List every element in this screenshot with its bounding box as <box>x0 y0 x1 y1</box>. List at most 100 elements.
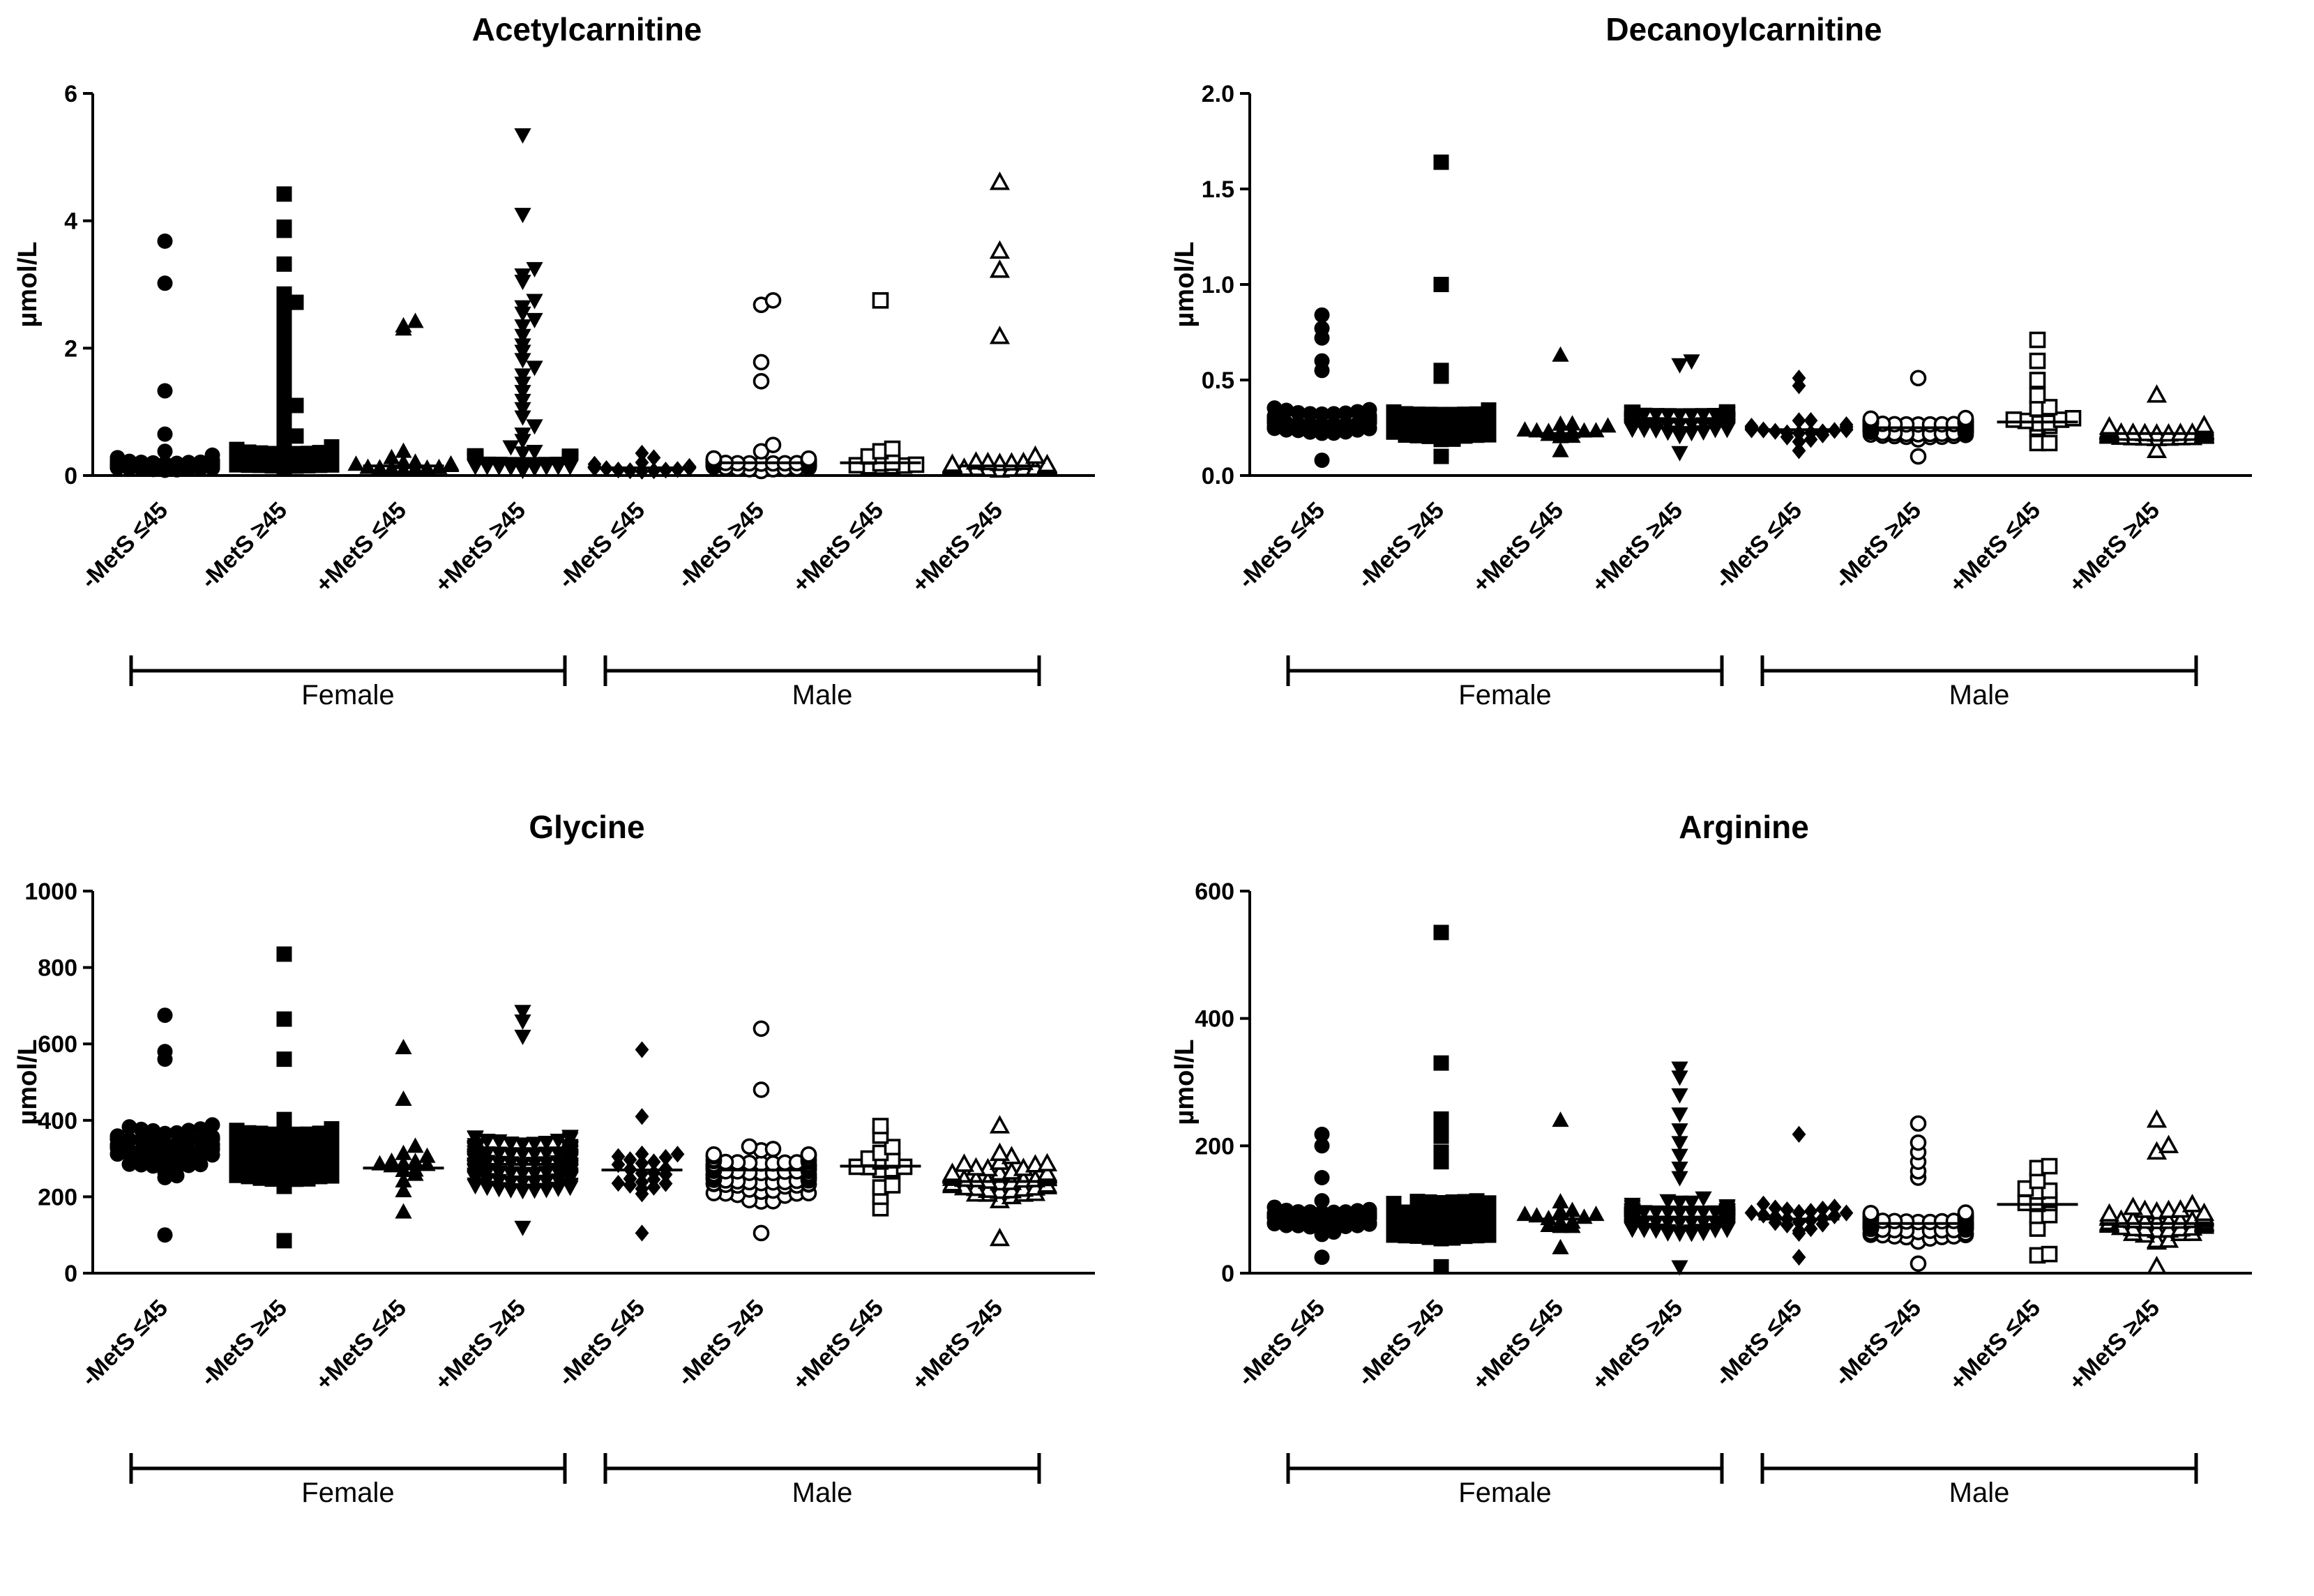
y-tick-label: 1.5 <box>1202 176 1234 203</box>
data-point <box>2041 1245 2058 1263</box>
data-point <box>989 1115 1011 1134</box>
data-point <box>658 1148 673 1166</box>
data-point <box>1314 1249 1330 1266</box>
y-tick-label: 1000 <box>24 879 77 905</box>
data-point <box>635 444 649 462</box>
data-point <box>1671 1070 1688 1086</box>
x-category-label: -MetS ≤45 <box>1710 1295 1807 1392</box>
data-point <box>1398 406 1414 422</box>
data-point <box>1768 423 1783 440</box>
data-point <box>1695 408 1712 424</box>
group-label: Female <box>301 1477 394 1508</box>
x-category-label: -MetS ≥45 <box>672 497 769 594</box>
data-point <box>514 268 531 284</box>
y-tick-label: 600 <box>38 1031 77 1058</box>
data-point <box>312 1125 328 1141</box>
x-category-label: +MetS ≤45 <box>1467 497 1568 598</box>
data-point <box>1433 1055 1449 1071</box>
x-category-label: -MetS ≥45 <box>195 497 292 594</box>
data-point <box>241 444 257 460</box>
data-point <box>1647 1205 1665 1221</box>
data-point <box>705 450 723 467</box>
data-point <box>2099 416 2120 435</box>
y-tick-label: 2.0 <box>1202 81 1234 107</box>
series-male-plus-mets-ge45 <box>942 172 1058 478</box>
data-point <box>1756 1195 1771 1213</box>
data-point <box>635 1173 649 1191</box>
x-category-label: -MetS ≤45 <box>1710 497 1807 594</box>
data-point <box>276 1011 292 1027</box>
data-point <box>467 1130 484 1146</box>
data-point <box>1671 1161 1688 1177</box>
data-point <box>1433 406 1449 423</box>
data-point <box>646 1153 661 1171</box>
y-tick-label: 0 <box>64 1261 77 1287</box>
data-point <box>635 1145 649 1163</box>
data-point <box>1278 1202 1294 1218</box>
data-point <box>1445 406 1461 423</box>
data-point <box>407 312 424 328</box>
group-label: Female <box>301 680 394 710</box>
x-category-label: -MetS ≤45 <box>76 1295 173 1392</box>
data-point <box>1671 1123 1688 1139</box>
chart-title: Acetylcarnitine <box>472 11 702 47</box>
data-point <box>1695 1205 1712 1221</box>
data-point <box>884 1139 901 1155</box>
data-point <box>395 1182 412 1198</box>
data-point <box>1445 1194 1461 1210</box>
data-point <box>1683 354 1700 370</box>
y-tick-label: 4 <box>64 208 77 235</box>
chart-panel-acetylcarnitine: Acetylcarnitine µmol/L 0 2 4 6 -MetS ≤45 -MetS … <box>0 0 1157 798</box>
data-point <box>324 1120 340 1137</box>
group-bracket-female <box>129 1453 567 1484</box>
data-point <box>1744 418 1759 435</box>
data-point <box>526 444 543 460</box>
data-point <box>526 1166 543 1183</box>
data-point <box>514 427 531 443</box>
data-point <box>192 1121 209 1137</box>
data-point <box>1957 1204 1974 1221</box>
data-point <box>1409 1194 1426 1210</box>
data-point <box>1792 370 1806 387</box>
group-bracket-female <box>129 655 567 686</box>
y-tick-label: 0 <box>64 463 77 489</box>
data-point <box>442 455 460 471</box>
data-point <box>288 428 304 444</box>
data-point <box>145 1134 161 1150</box>
data-point <box>1290 1203 1306 1219</box>
data-point <box>514 368 531 384</box>
data-point <box>157 426 173 442</box>
data-point <box>169 1125 185 1141</box>
data-point <box>502 1166 520 1182</box>
data-point <box>478 1165 496 1181</box>
data-point <box>1278 402 1294 418</box>
x-category-label: +MetS ≥45 <box>430 497 531 598</box>
y-tick-label: 2 <box>64 335 77 362</box>
y-axis-label: µmol/L <box>13 1039 43 1125</box>
data-point <box>1659 1194 1677 1210</box>
x-category-label: -MetS ≤45 <box>1233 1295 1330 1392</box>
x-category-label: +MetS ≤45 <box>787 497 888 598</box>
data-point <box>395 1155 412 1171</box>
data-point <box>1552 415 1569 431</box>
data-point <box>514 353 531 369</box>
data-point <box>324 439 340 455</box>
data-point <box>276 312 292 328</box>
data-point <box>800 1146 817 1163</box>
data-point <box>623 1151 637 1169</box>
x-category-label: -MetS ≥45 <box>1829 1295 1926 1392</box>
data-point <box>1839 1204 1854 1222</box>
data-point <box>538 1174 555 1190</box>
data-point <box>587 455 602 473</box>
data-point <box>942 453 963 472</box>
data-point <box>1314 1126 1330 1142</box>
x-category-label: -MetS ≤45 <box>1233 497 1330 594</box>
data-point <box>1695 1191 1712 1207</box>
series-female-plus-mets-ge45 <box>1624 354 1736 462</box>
data-point <box>407 1153 424 1169</box>
data-point <box>1768 1199 1783 1217</box>
data-point <box>1659 1205 1677 1221</box>
data-point <box>1957 409 1974 427</box>
data-point <box>383 1152 400 1168</box>
data-point <box>395 1090 412 1107</box>
